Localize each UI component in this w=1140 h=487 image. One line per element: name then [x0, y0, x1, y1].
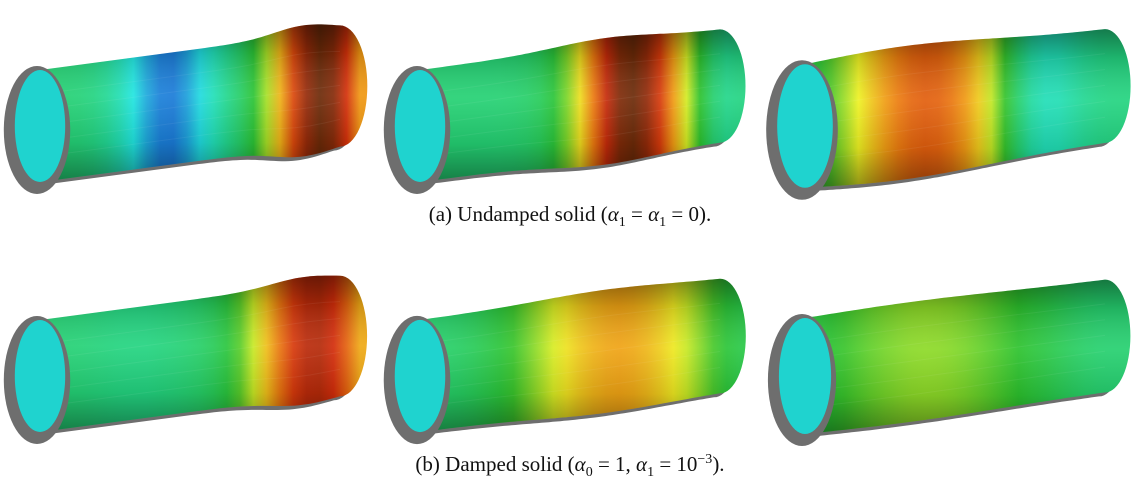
- caption-b-label: (b): [415, 452, 440, 476]
- tube-snapshot-a3: [766, 29, 1131, 200]
- tube-facet-line: [419, 84, 721, 126]
- caption-a-sym2: α: [648, 202, 660, 226]
- caption-b-sub2: 1: [647, 465, 655, 481]
- tube-facet-line: [419, 367, 721, 408]
- tube-facet-line: [419, 69, 721, 111]
- tube-end-cap: [14, 320, 66, 432]
- tube-facet-line: [39, 101, 341, 142]
- tube-facet-line: [419, 334, 721, 376]
- tube-facet-line: [804, 303, 1106, 344]
- tube-facet-line: [804, 334, 1106, 376]
- caption-a-label: (a): [428, 202, 453, 226]
- tube-end-cap: [777, 64, 833, 188]
- tube-snapshot-a2: [383, 29, 746, 195]
- tube-facet-line: [804, 116, 1106, 161]
- tube-facet-line: [39, 84, 341, 126]
- caption-b-lead: Damped solid (: [445, 452, 575, 476]
- tube-snapshot-b3: [767, 279, 1131, 446]
- tube-shading: [40, 275, 368, 432]
- tube-facet-line: [39, 67, 341, 111]
- tube-facet-line: [39, 118, 341, 158]
- tube-facet-line: [39, 351, 341, 392]
- tube-facet-line: [419, 53, 721, 95]
- row-b-damped: [3, 275, 1131, 446]
- tube-end-cap: [778, 318, 832, 434]
- caption-b: (b) Damped solid (α0 = 1, α1 = 10−3).: [0, 452, 1140, 481]
- caption-a: (a) Undamped solid (α1 = α1 = 0).: [0, 202, 1140, 231]
- tube-facet-line: [39, 368, 341, 408]
- caption-a-mid: =: [625, 202, 649, 226]
- tube-facet-line: [39, 301, 341, 345]
- tube-facet-line: [804, 69, 1106, 109]
- tube-facet-line: [39, 50, 341, 95]
- caption-a-sym1: α: [607, 202, 619, 226]
- caption-a-lead: Undamped solid (: [457, 202, 608, 226]
- tube-shading: [420, 29, 746, 183]
- tube-facet-line: [419, 318, 721, 361]
- caption-b-tail: ).: [712, 452, 725, 476]
- tube-shading: [40, 24, 368, 183]
- tube-facet-line: [419, 351, 721, 392]
- caption-a-sub2: 1: [659, 215, 667, 231]
- tube-facet-line: [804, 84, 1106, 126]
- tube-shading: [805, 29, 1131, 188]
- tube-facet-line: [39, 334, 341, 376]
- tube-facet-line: [804, 350, 1106, 393]
- row-a-undamped: [3, 24, 1131, 200]
- caption-b-sup: −3: [697, 452, 713, 467]
- tube-facet-line: [804, 319, 1106, 360]
- tube-facet-line: [419, 100, 721, 142]
- caption-a-tail: = 0).: [666, 202, 712, 226]
- tube-end-cap: [394, 69, 446, 183]
- tube-snapshot-b2: [383, 278, 746, 445]
- tube-end-cap: [394, 319, 446, 433]
- tube-facet-line: [804, 100, 1106, 144]
- caption-b-mid: = 1,: [592, 452, 637, 476]
- tube-shading: [420, 278, 746, 433]
- tube-shading: [805, 279, 1131, 434]
- caption-a-sub1: 1: [618, 215, 626, 231]
- tube-facet-line: [419, 302, 721, 345]
- caption-b-sym1: α: [574, 452, 586, 476]
- tube-end-cap: [14, 70, 66, 182]
- caption-b-sub1: 0: [585, 465, 593, 481]
- tube-facet-line: [804, 53, 1106, 92]
- tube-snapshot-a1: [3, 24, 368, 194]
- caption-b-sym2: α: [636, 452, 648, 476]
- tube-facet-line: [419, 116, 721, 158]
- caption-b-tail-pre: = 10: [654, 452, 698, 476]
- tube-snapshot-b1: [3, 275, 368, 444]
- tube-facet-line: [804, 366, 1106, 409]
- tube-facet-line: [39, 318, 341, 361]
